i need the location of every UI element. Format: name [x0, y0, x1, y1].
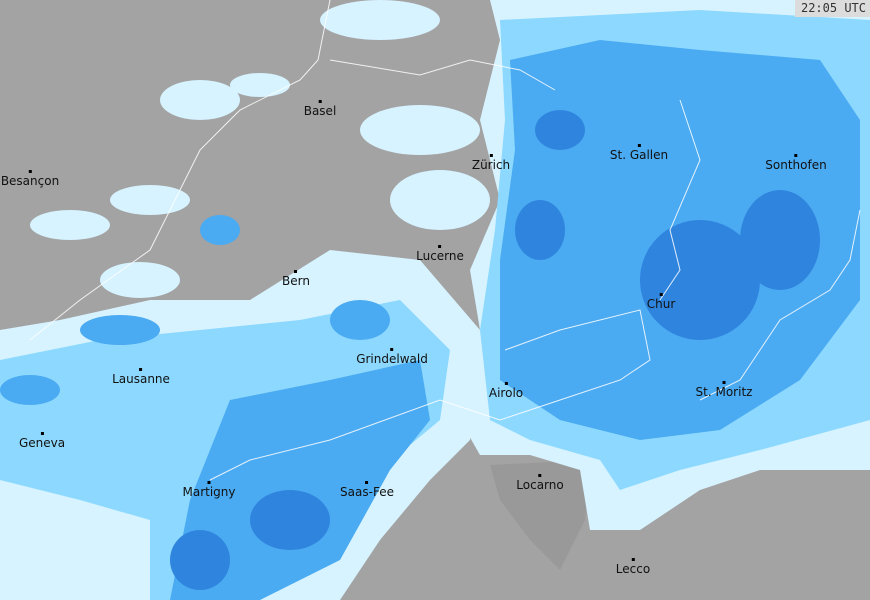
- city-sonthofen: Sonthofen: [765, 154, 827, 172]
- city-st-gallen: St. Gallen: [610, 144, 668, 162]
- city-saas-fee: Saas-Fee: [340, 481, 394, 499]
- precip-light-cell: [230, 73, 290, 97]
- city-grindelwald: Grindelwald: [356, 348, 428, 366]
- city-label: Lucerne: [416, 249, 464, 263]
- precip-heavy-southwest: [170, 360, 430, 600]
- city-label: Besançon: [0, 174, 60, 188]
- terrain-region: [490, 460, 590, 570]
- city-dot: [637, 144, 641, 147]
- city-lausanne: Lausanne: [112, 368, 170, 386]
- city-dot: [659, 293, 663, 296]
- city-label: Locarno: [516, 478, 564, 492]
- city-dot: [438, 245, 442, 248]
- city-dot: [294, 270, 298, 273]
- precip-heavy-cell: [330, 300, 390, 340]
- precip-very-heavy-cell: [640, 220, 760, 340]
- precip-light-cell: [160, 80, 240, 120]
- city-dot: [365, 481, 369, 484]
- city-label: Lausanne: [112, 372, 170, 386]
- precip-light-cell: [390, 170, 490, 230]
- border-line: [329, 59, 556, 91]
- city-dot: [538, 474, 542, 477]
- city-dot: [28, 170, 32, 173]
- border-line: [29, 0, 331, 341]
- city-dot: [722, 381, 726, 384]
- precip-light-cell: [320, 0, 440, 40]
- precip-very-heavy-cell: [515, 200, 565, 260]
- city-locarno: Locarno: [516, 474, 564, 492]
- city-basel: Basel: [303, 100, 337, 118]
- city-label: Zürich: [471, 158, 511, 172]
- precip-heavy-cell: [80, 315, 160, 345]
- precip-light-cell: [360, 105, 480, 155]
- city-dot: [631, 558, 635, 561]
- city-label: Bern: [282, 274, 310, 288]
- precip-light-cell: [100, 262, 180, 298]
- precip-heavy-cell: [200, 215, 240, 245]
- city-label: Saas-Fee: [340, 485, 394, 499]
- city-label: St. Gallen: [609, 148, 669, 162]
- precip-very-heavy-cell: [170, 530, 230, 590]
- precip-very-heavy-cell: [535, 110, 585, 150]
- city-label: St. Moritz: [695, 385, 753, 399]
- city-label: Martigny: [182, 485, 236, 499]
- city-dot: [489, 154, 493, 157]
- border-line: [209, 309, 651, 481]
- city-label: Geneva: [18, 436, 66, 450]
- precip-light-cell: [110, 185, 190, 215]
- city-dot: [390, 348, 394, 351]
- precip-light-cell: [30, 210, 110, 240]
- city-st-moritz: St. Moritz: [695, 381, 753, 399]
- city-martigny: Martigny: [182, 481, 236, 499]
- precip-heavy-cell: [0, 375, 60, 405]
- timestamp: 22:05 UTC: [794, 0, 870, 17]
- city-label: Sonthofen: [765, 158, 827, 172]
- city-lucerne: Lucerne: [416, 245, 464, 263]
- city-label: Basel: [303, 104, 337, 118]
- city-dot: [40, 432, 44, 435]
- city-besancon: Besançon: [1, 170, 59, 188]
- city-airolo: Airolo: [489, 382, 523, 400]
- city-label: Chur: [646, 297, 676, 311]
- precip-very-heavy-cell: [740, 190, 820, 290]
- border-line: [699, 209, 861, 401]
- border-line: [659, 99, 701, 301]
- city-dot: [139, 368, 143, 371]
- city-label: Lecco: [615, 562, 651, 576]
- city-label: Airolo: [488, 386, 524, 400]
- city-bern: Bern: [282, 270, 310, 288]
- city-zurich: Zürich: [472, 154, 510, 172]
- city-dot: [318, 100, 322, 103]
- city-geneva: Geneva: [19, 432, 65, 450]
- city-lecco: Lecco: [616, 558, 650, 576]
- city-label: Grindelwald: [356, 352, 428, 366]
- city-dot: [504, 382, 508, 385]
- precip-very-heavy-cell: [250, 490, 330, 550]
- city-dot: [207, 481, 211, 484]
- city-chur: Chur: [646, 293, 676, 311]
- city-dot: [794, 154, 798, 157]
